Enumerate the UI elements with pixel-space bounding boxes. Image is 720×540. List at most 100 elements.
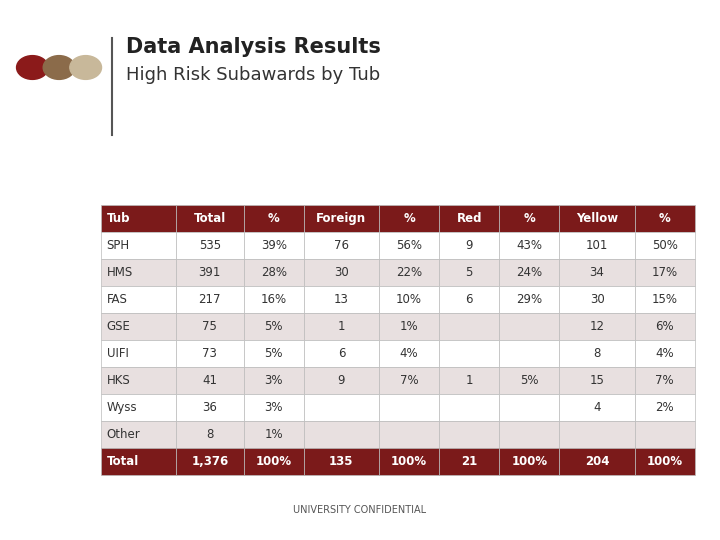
Text: %: % bbox=[268, 212, 279, 225]
Bar bbox=[243, 286, 304, 313]
Text: Total: Total bbox=[194, 212, 226, 225]
Text: %: % bbox=[403, 212, 415, 225]
Text: 5%: 5% bbox=[264, 347, 283, 360]
Text: 535: 535 bbox=[199, 239, 221, 252]
Bar bbox=[243, 340, 304, 367]
Circle shape bbox=[17, 56, 48, 79]
Bar bbox=[304, 448, 379, 475]
Bar bbox=[176, 448, 243, 475]
Bar bbox=[634, 259, 695, 286]
Text: 75: 75 bbox=[202, 320, 217, 333]
Bar bbox=[243, 394, 304, 421]
Bar bbox=[176, 394, 243, 421]
Text: 1,376: 1,376 bbox=[192, 455, 228, 468]
Bar bbox=[243, 205, 304, 232]
Text: 13: 13 bbox=[334, 293, 349, 306]
Text: 2%: 2% bbox=[655, 401, 674, 414]
Text: 17%: 17% bbox=[652, 266, 678, 279]
Bar bbox=[101, 205, 176, 232]
Text: 50%: 50% bbox=[652, 239, 678, 252]
Bar bbox=[379, 421, 439, 448]
Bar bbox=[499, 205, 559, 232]
Text: %: % bbox=[523, 212, 535, 225]
Bar bbox=[634, 367, 695, 394]
Bar bbox=[243, 313, 304, 340]
Bar bbox=[101, 286, 176, 313]
Bar bbox=[559, 205, 634, 232]
Text: 4: 4 bbox=[593, 401, 600, 414]
Bar bbox=[499, 313, 559, 340]
Bar bbox=[101, 313, 176, 340]
Bar bbox=[176, 313, 243, 340]
Bar bbox=[634, 340, 695, 367]
Text: 15: 15 bbox=[590, 374, 605, 387]
Bar bbox=[101, 394, 176, 421]
Bar bbox=[559, 448, 634, 475]
Text: 28%: 28% bbox=[261, 266, 287, 279]
Bar bbox=[439, 205, 499, 232]
Bar bbox=[439, 394, 499, 421]
Text: 21: 21 bbox=[461, 455, 477, 468]
Text: 6: 6 bbox=[466, 293, 473, 306]
Bar bbox=[634, 232, 695, 259]
Text: 73: 73 bbox=[202, 347, 217, 360]
Text: 7%: 7% bbox=[400, 374, 418, 387]
Text: 56%: 56% bbox=[396, 239, 422, 252]
Bar bbox=[559, 313, 634, 340]
Bar bbox=[499, 448, 559, 475]
Text: 10%: 10% bbox=[396, 293, 422, 306]
Text: HKS: HKS bbox=[107, 374, 130, 387]
Bar bbox=[176, 421, 243, 448]
Text: Wyss: Wyss bbox=[107, 401, 138, 414]
Bar bbox=[559, 394, 634, 421]
Bar bbox=[439, 232, 499, 259]
Bar bbox=[634, 394, 695, 421]
Bar bbox=[243, 259, 304, 286]
Text: 43%: 43% bbox=[516, 239, 542, 252]
Bar bbox=[176, 340, 243, 367]
Bar bbox=[439, 367, 499, 394]
Text: 1%: 1% bbox=[264, 428, 283, 441]
Text: 100%: 100% bbox=[391, 455, 427, 468]
Text: Other: Other bbox=[107, 428, 140, 441]
Bar bbox=[634, 286, 695, 313]
Text: 6: 6 bbox=[338, 347, 345, 360]
Text: 3%: 3% bbox=[264, 401, 283, 414]
Bar bbox=[101, 448, 176, 475]
Bar bbox=[439, 421, 499, 448]
Bar bbox=[101, 232, 176, 259]
Text: 100%: 100% bbox=[511, 455, 547, 468]
Text: UNIVERSITY CONFIDENTIAL: UNIVERSITY CONFIDENTIAL bbox=[294, 505, 426, 515]
Text: 101: 101 bbox=[586, 239, 608, 252]
Bar bbox=[499, 232, 559, 259]
Bar bbox=[499, 340, 559, 367]
Text: 5: 5 bbox=[466, 266, 473, 279]
Bar bbox=[379, 286, 439, 313]
Text: 1%: 1% bbox=[400, 320, 418, 333]
Bar bbox=[176, 367, 243, 394]
Bar bbox=[439, 313, 499, 340]
Bar bbox=[243, 232, 304, 259]
Bar bbox=[379, 232, 439, 259]
Bar bbox=[559, 421, 634, 448]
Text: Tub: Tub bbox=[107, 212, 130, 225]
Text: UIFI: UIFI bbox=[107, 347, 128, 360]
Bar bbox=[101, 421, 176, 448]
Bar bbox=[304, 259, 379, 286]
Text: 9: 9 bbox=[338, 374, 345, 387]
Bar bbox=[634, 313, 695, 340]
Text: Total: Total bbox=[107, 455, 139, 468]
Bar bbox=[499, 421, 559, 448]
Bar bbox=[101, 340, 176, 367]
Text: 8: 8 bbox=[206, 428, 214, 441]
Text: 5%: 5% bbox=[264, 320, 283, 333]
Bar bbox=[101, 259, 176, 286]
Bar bbox=[379, 313, 439, 340]
Bar bbox=[499, 286, 559, 313]
Bar bbox=[304, 367, 379, 394]
Text: 12: 12 bbox=[590, 320, 605, 333]
Bar bbox=[379, 394, 439, 421]
Text: 100%: 100% bbox=[256, 455, 292, 468]
Text: High Risk Subawards by Tub: High Risk Subawards by Tub bbox=[126, 66, 380, 84]
Bar bbox=[559, 286, 634, 313]
